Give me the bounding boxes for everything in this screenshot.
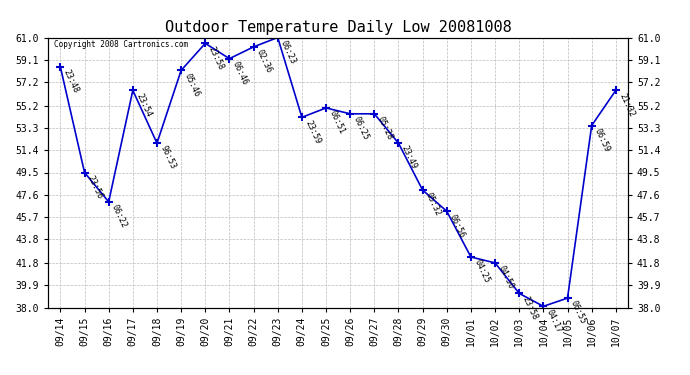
Text: Copyright 2008 Cartronics.com: Copyright 2008 Cartronics.com bbox=[54, 40, 188, 49]
Text: 21:32: 21:32 bbox=[618, 92, 636, 118]
Text: 06:46: 06:46 bbox=[231, 60, 250, 87]
Text: 04:25: 04:25 bbox=[473, 258, 491, 285]
Text: 06:59: 06:59 bbox=[593, 127, 612, 153]
Text: 23:54: 23:54 bbox=[135, 92, 153, 118]
Text: 06:25: 06:25 bbox=[352, 115, 371, 142]
Text: 05:28: 05:28 bbox=[376, 115, 395, 142]
Text: 23:49: 23:49 bbox=[400, 144, 419, 171]
Text: 06:23: 06:23 bbox=[279, 39, 298, 65]
Text: 23:59: 23:59 bbox=[304, 119, 322, 145]
Text: 02:36: 02:36 bbox=[255, 48, 274, 75]
Text: 23:48: 23:48 bbox=[62, 68, 81, 95]
Text: 23:58: 23:58 bbox=[521, 295, 540, 321]
Text: 04:50: 04:50 bbox=[497, 264, 515, 291]
Text: 23:56: 23:56 bbox=[86, 174, 105, 200]
Text: 06:55: 06:55 bbox=[569, 300, 588, 326]
Text: 06:56: 06:56 bbox=[448, 213, 467, 239]
Text: 06:51: 06:51 bbox=[328, 110, 346, 136]
Text: 06:22: 06:22 bbox=[110, 203, 129, 230]
Text: 04:17: 04:17 bbox=[545, 308, 564, 334]
Text: 05:32: 05:32 bbox=[424, 192, 443, 218]
Text: 05:46: 05:46 bbox=[183, 72, 201, 98]
Title: Outdoor Temperature Daily Low 20081008: Outdoor Temperature Daily Low 20081008 bbox=[165, 20, 511, 35]
Text: 96:53: 96:53 bbox=[159, 144, 177, 171]
Text: 23:58: 23:58 bbox=[207, 45, 226, 71]
